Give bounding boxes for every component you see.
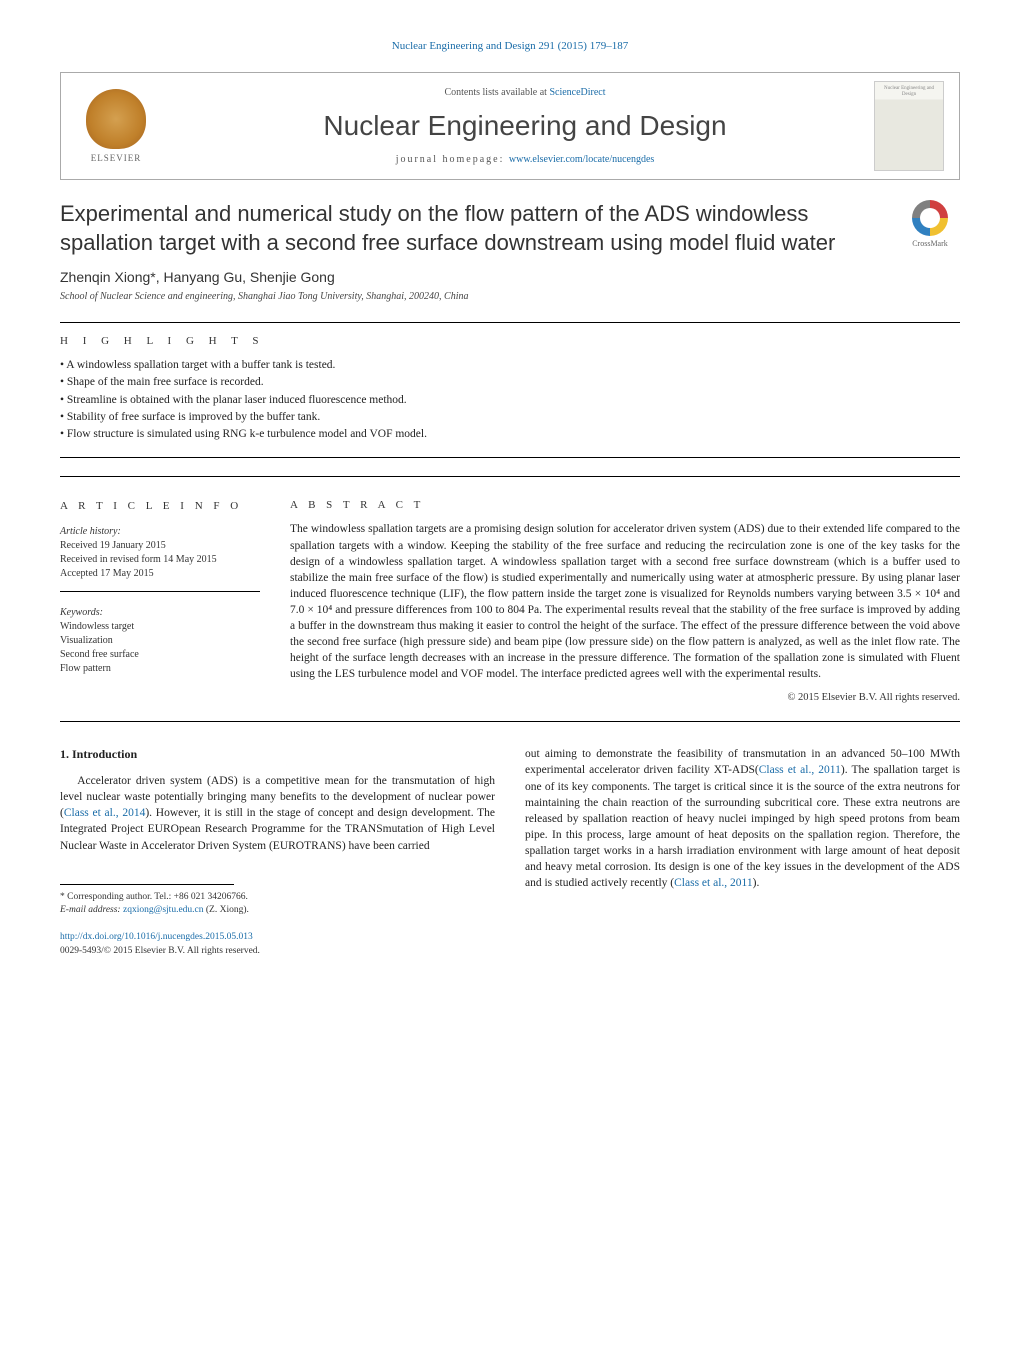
keywords-block: Keywords: Windowless target Visualizatio… bbox=[60, 606, 260, 686]
citation-link[interactable]: Class et al., 2011 bbox=[674, 877, 752, 889]
journal-name: Nuclear Engineering and Design bbox=[176, 110, 874, 142]
journal-cover-thumbnail[interactable]: Nuclear Engineering and Design bbox=[874, 81, 944, 171]
corresponding-author-footnote: * Corresponding author. Tel.: +86 021 34… bbox=[60, 891, 495, 918]
crossmark-badge[interactable]: CrossMark bbox=[900, 200, 960, 255]
homepage-prefix: journal homepage: bbox=[396, 154, 509, 165]
crossmark-icon bbox=[912, 200, 948, 236]
article-info-label: A R T I C L E I N F O bbox=[60, 499, 260, 514]
history-item: Received in revised form 14 May 2015 bbox=[60, 553, 260, 567]
highlights-label: H I G H L I G H T S bbox=[60, 335, 960, 347]
highlight-item: Flow structure is simulated using RNG k-… bbox=[60, 426, 960, 443]
header-center: Contents lists available at ScienceDirec… bbox=[176, 87, 874, 165]
footnote-separator bbox=[60, 884, 234, 885]
highlight-item: A windowless spallation target with a bu… bbox=[60, 357, 960, 374]
keyword: Visualization bbox=[60, 634, 260, 648]
abstract-label: A B S T R A C T bbox=[290, 499, 960, 511]
highlight-item: Stability of free surface is improved by… bbox=[60, 409, 960, 426]
body-paragraph: out aiming to demonstrate the feasibilit… bbox=[525, 746, 960, 891]
affiliation: School of Nuclear Science and engineerin… bbox=[60, 291, 960, 302]
history-item: Accepted 17 May 2015 bbox=[60, 567, 260, 581]
email-suffix: (Z. Xiong). bbox=[204, 905, 249, 915]
journal-ref-link[interactable]: Nuclear Engineering and Design 291 (2015… bbox=[392, 40, 628, 52]
abstract-copyright: © 2015 Elsevier B.V. All rights reserved… bbox=[290, 692, 960, 703]
article-title: Experimental and numerical study on the … bbox=[60, 200, 880, 257]
doi-link[interactable]: http://dx.doi.org/10.1016/j.nucengdes.20… bbox=[60, 932, 253, 942]
body-text: ). bbox=[753, 877, 760, 889]
elsevier-tree-icon bbox=[86, 89, 146, 149]
citation-link[interactable]: Class et al., 2014 bbox=[64, 807, 145, 819]
article-info-column: A R T I C L E I N F O Article history: R… bbox=[60, 487, 260, 703]
corr-author-line: * Corresponding author. Tel.: +86 021 34… bbox=[60, 891, 495, 904]
body-column-left: 1. Introduction Accelerator driven syste… bbox=[60, 746, 495, 957]
authors: Zhenqin Xiong*, Hanyang Gu, Shenjie Gong bbox=[60, 269, 960, 285]
title-row: Experimental and numerical study on the … bbox=[60, 200, 960, 257]
journal-homepage-line: journal homepage: www.elsevier.com/locat… bbox=[176, 154, 874, 165]
abstract-text: The windowless spallation targets are a … bbox=[290, 521, 960, 682]
homepage-link[interactable]: www.elsevier.com/locate/nucengdes bbox=[509, 154, 654, 165]
keywords-title: Keywords: bbox=[60, 606, 260, 620]
body-text: ). The spallation target is one of its k… bbox=[525, 764, 960, 889]
body-paragraph: Accelerator driven system (ADS) is a com… bbox=[60, 773, 495, 853]
history-title: Article history: bbox=[60, 525, 260, 539]
keyword: Windowless target bbox=[60, 620, 260, 634]
contents-prefix: Contents lists available at bbox=[444, 87, 549, 98]
crossmark-label: CrossMark bbox=[912, 239, 948, 248]
page: Nuclear Engineering and Design 291 (2015… bbox=[0, 0, 1020, 998]
history-item: Received 19 January 2015 bbox=[60, 539, 260, 553]
journal-reference: Nuclear Engineering and Design 291 (2015… bbox=[60, 40, 960, 52]
article-history-block: Article history: Received 19 January 201… bbox=[60, 525, 260, 592]
journal-header-box: ELSEVIER Contents lists available at Sci… bbox=[60, 72, 960, 180]
contents-available-line: Contents lists available at ScienceDirec… bbox=[176, 87, 874, 98]
body-column-right: out aiming to demonstrate the feasibilit… bbox=[525, 746, 960, 957]
highlights-list: A windowless spallation target with a bu… bbox=[60, 357, 960, 443]
intro-heading: 1. Introduction bbox=[60, 746, 495, 763]
highlights-section: H I G H L I G H T S A windowless spallat… bbox=[60, 322, 960, 458]
citation-link[interactable]: Class et al., 2011 bbox=[759, 764, 841, 776]
email-link[interactable]: zqxiong@sjtu.edu.cn bbox=[123, 905, 204, 915]
highlight-item: Streamline is obtained with the planar l… bbox=[60, 392, 960, 409]
keyword: Second free surface bbox=[60, 648, 260, 662]
keyword: Flow pattern bbox=[60, 662, 260, 676]
publisher-logo[interactable]: ELSEVIER bbox=[76, 81, 156, 171]
footer-copyright: 0029-5493/© 2015 Elsevier B.V. All right… bbox=[60, 945, 495, 958]
cover-title-text: Nuclear Engineering and Design bbox=[879, 86, 939, 97]
info-abstract-row: A R T I C L E I N F O Article history: R… bbox=[60, 476, 960, 722]
abstract-column: A B S T R A C T The windowless spallatio… bbox=[290, 487, 960, 703]
email-label: E-mail address: bbox=[60, 905, 123, 915]
footer-doi: http://dx.doi.org/10.1016/j.nucengdes.20… bbox=[60, 931, 495, 944]
email-line: E-mail address: zqxiong@sjtu.edu.cn (Z. … bbox=[60, 904, 495, 917]
publisher-name: ELSEVIER bbox=[91, 153, 142, 163]
highlight-item: Shape of the main free surface is record… bbox=[60, 374, 960, 391]
sciencedirect-link[interactable]: ScienceDirect bbox=[549, 87, 605, 98]
body-columns: 1. Introduction Accelerator driven syste… bbox=[60, 746, 960, 957]
